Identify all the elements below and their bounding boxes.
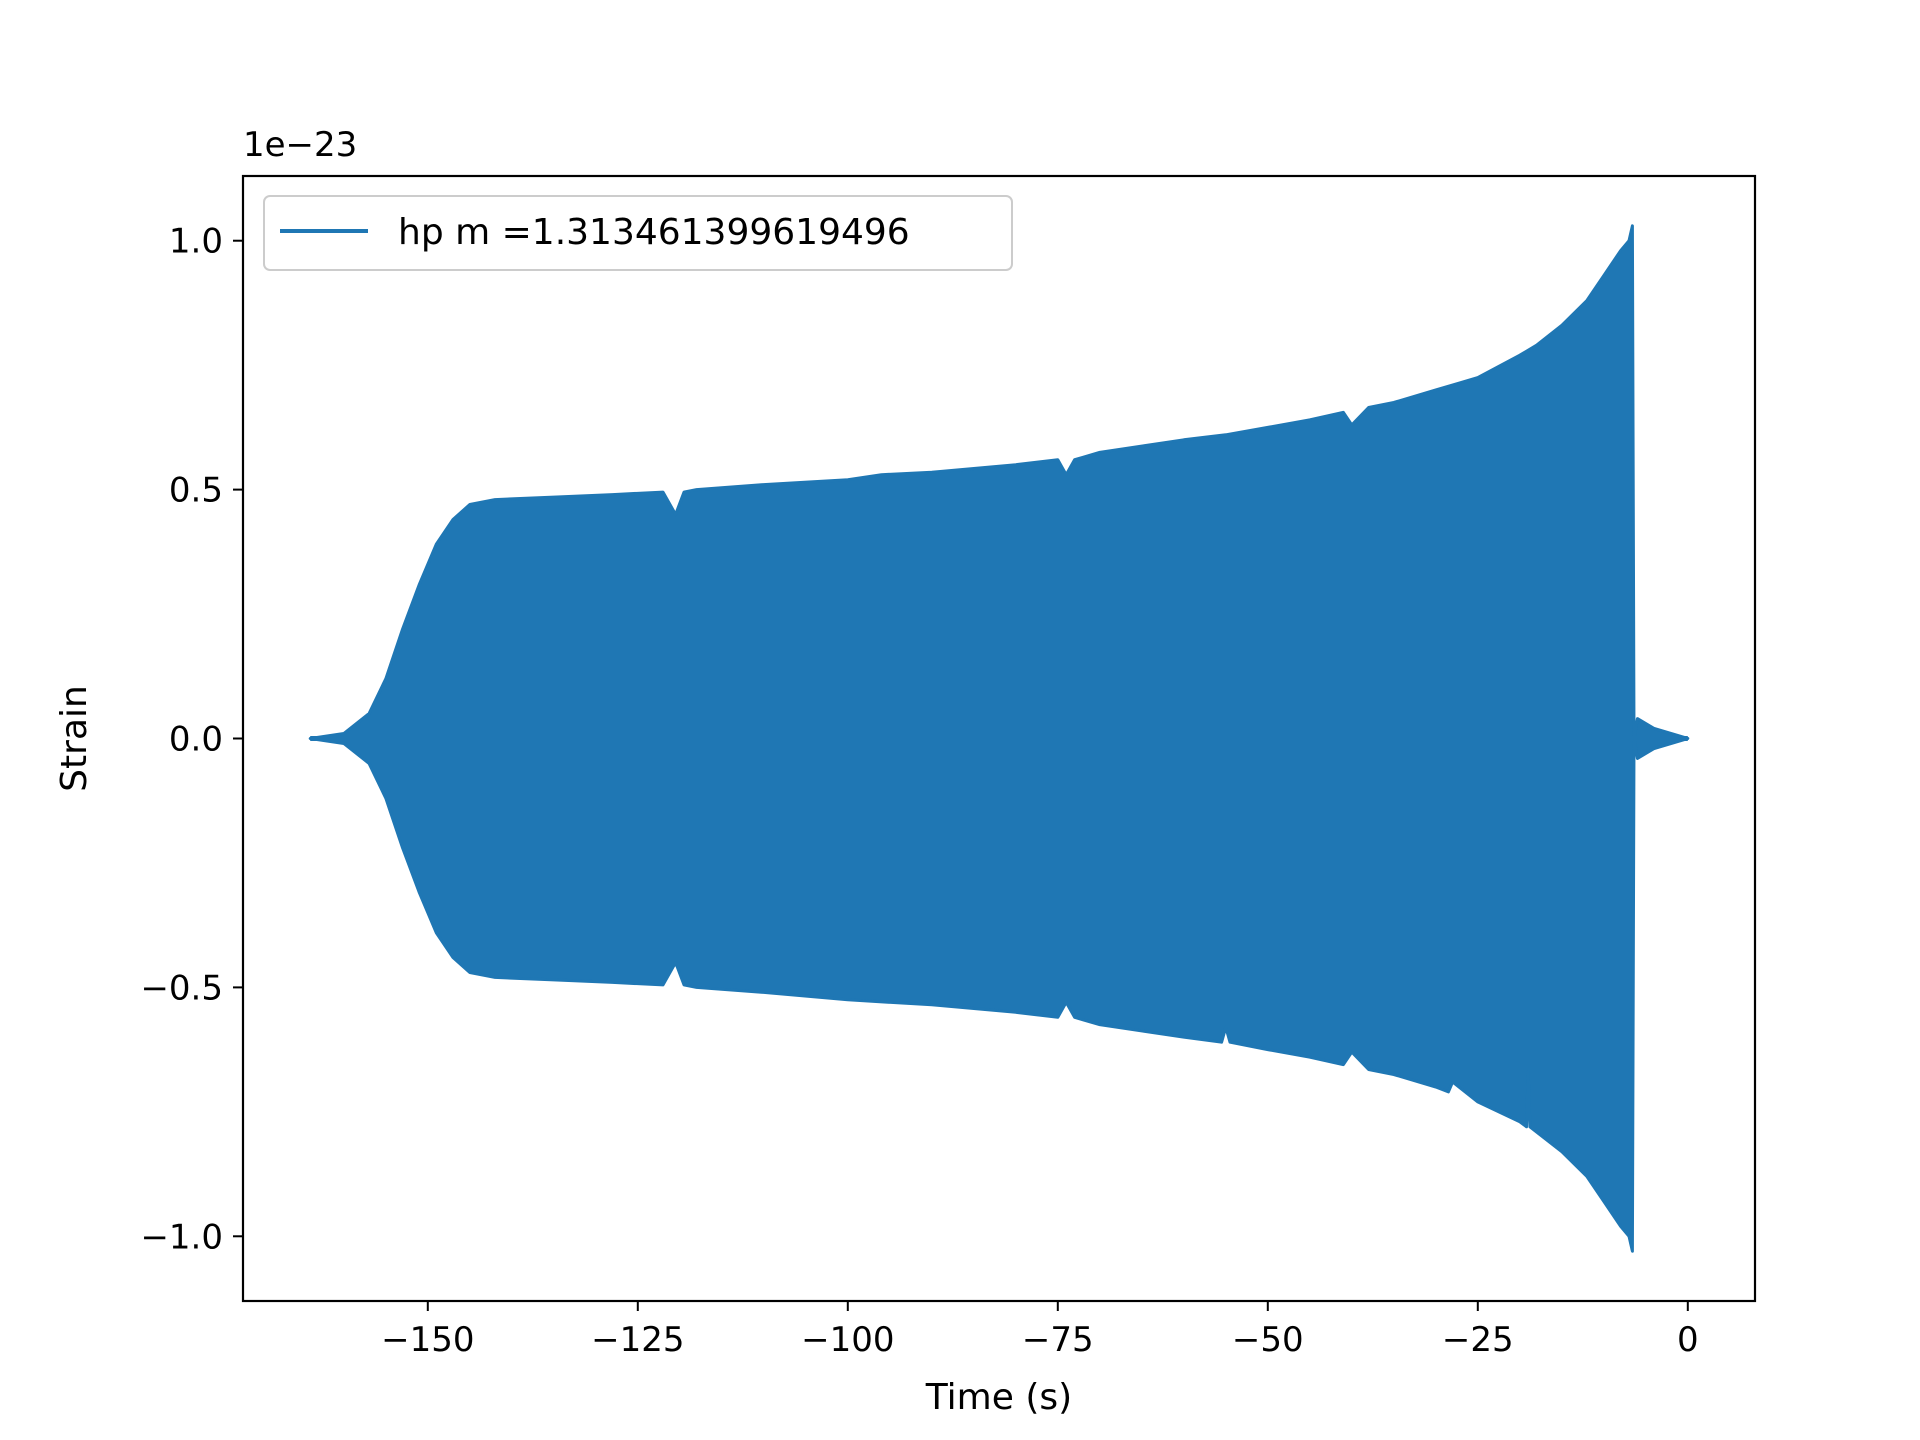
y-axis-label: Strain <box>54 685 95 792</box>
y-tick-label: 1.0 <box>169 222 223 262</box>
plot-area <box>308 224 1690 1253</box>
legend-box <box>263 195 1013 271</box>
x-axis-label: Time (s) <box>925 1377 1072 1418</box>
x-tick-label: −150 <box>381 1320 474 1360</box>
y-tick-label: −1.0 <box>140 1217 223 1257</box>
legend-entry-hp: hp m =1.313461399619496 <box>398 212 910 253</box>
x-tick-label: −75 <box>1022 1320 1094 1360</box>
x-tick-label: −50 <box>1232 1320 1304 1360</box>
legend: hp m =1.313461399619496 <box>263 195 1013 271</box>
y-offset-label: 1e−23 <box>243 125 357 165</box>
y-axis: −1.0 −0.5 0.0 0.5 1.0 <box>140 222 243 1257</box>
y-tick-label: −0.5 <box>140 968 223 1008</box>
x-axis: −150 −125 −100 −75 −50 −25 0 <box>381 1301 1699 1360</box>
x-tick-label: −125 <box>591 1320 684 1360</box>
y-tick-label: 0.0 <box>169 720 223 760</box>
y-tick-label: 0.5 <box>169 471 223 511</box>
x-tick-label: 0 <box>1677 1320 1699 1360</box>
x-tick-label: −25 <box>1442 1320 1514 1360</box>
x-tick-label: −100 <box>801 1320 894 1360</box>
